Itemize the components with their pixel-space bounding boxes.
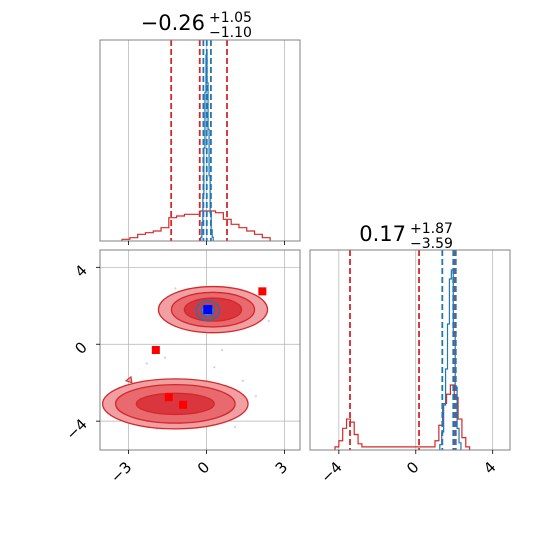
contour-ytick-label-1: 0 [71, 338, 90, 357]
title-right-upper: +1.87 [410, 221, 453, 237]
histogram-panel-right: −4 0 4 [309, 249, 511, 486]
contour-ytick-label-0: −4 [62, 415, 90, 443]
contour-panel: −3 0 3 −4 0 4 [62, 249, 301, 486]
right-xtick-label-1: 0 [403, 458, 422, 477]
sample-dot-10 [233, 425, 237, 429]
red-marker-2 [151, 346, 160, 354]
sample-dot-3 [254, 394, 258, 398]
sample-dot-1 [163, 356, 167, 359]
blue-marker-0 [203, 305, 213, 315]
title-right-lower: −3.59 [410, 236, 453, 252]
sample-dot-12 [213, 366, 216, 369]
sample-dot-9 [174, 287, 177, 290]
sample-dot-0 [145, 362, 148, 365]
sample-dot-8 [267, 319, 271, 323]
title-right-value: 0.17 [359, 222, 406, 246]
right-frame [309, 249, 511, 451]
red-marker-0 [258, 287, 267, 296]
red-contour-outlier [124, 375, 133, 384]
contour-frame [99, 249, 301, 451]
histogram-panel-top [99, 39, 301, 245]
contour-ytick-label-2: 4 [71, 261, 90, 280]
title-top-value: −0.26 [141, 11, 205, 35]
right-xtick-label-2: 4 [480, 458, 499, 477]
contour-xtick-label-2: 3 [272, 458, 291, 477]
right-blue-histogram [439, 269, 462, 450]
contour-xtick-label-0: −3 [107, 458, 135, 486]
red-marker-4 [179, 400, 188, 409]
contour-xtick-label-1: 0 [194, 458, 213, 477]
top-red-histogram [121, 210, 271, 241]
red-contour-1-2 [135, 392, 215, 416]
sample-dot-4 [241, 379, 245, 382]
blue-contour-0 [195, 300, 221, 321]
sample-dot-6 [220, 348, 224, 352]
top-frame [99, 39, 301, 242]
title-top-lower: −1.10 [209, 25, 252, 41]
red-marker-3 [164, 393, 173, 402]
right-red-histogram [334, 384, 471, 450]
right-xtick-label-0: −4 [317, 458, 345, 486]
title-top-upper: +1.05 [209, 10, 252, 26]
